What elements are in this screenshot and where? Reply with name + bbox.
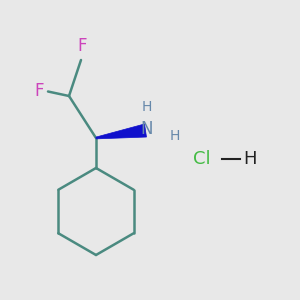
Text: F: F (78, 38, 87, 56)
Text: H: H (142, 100, 152, 114)
Text: F: F (34, 82, 44, 100)
Text: Cl: Cl (194, 150, 211, 168)
Text: N: N (141, 120, 153, 138)
Text: H: H (169, 130, 180, 143)
Text: H: H (243, 150, 256, 168)
Polygon shape (96, 124, 146, 139)
